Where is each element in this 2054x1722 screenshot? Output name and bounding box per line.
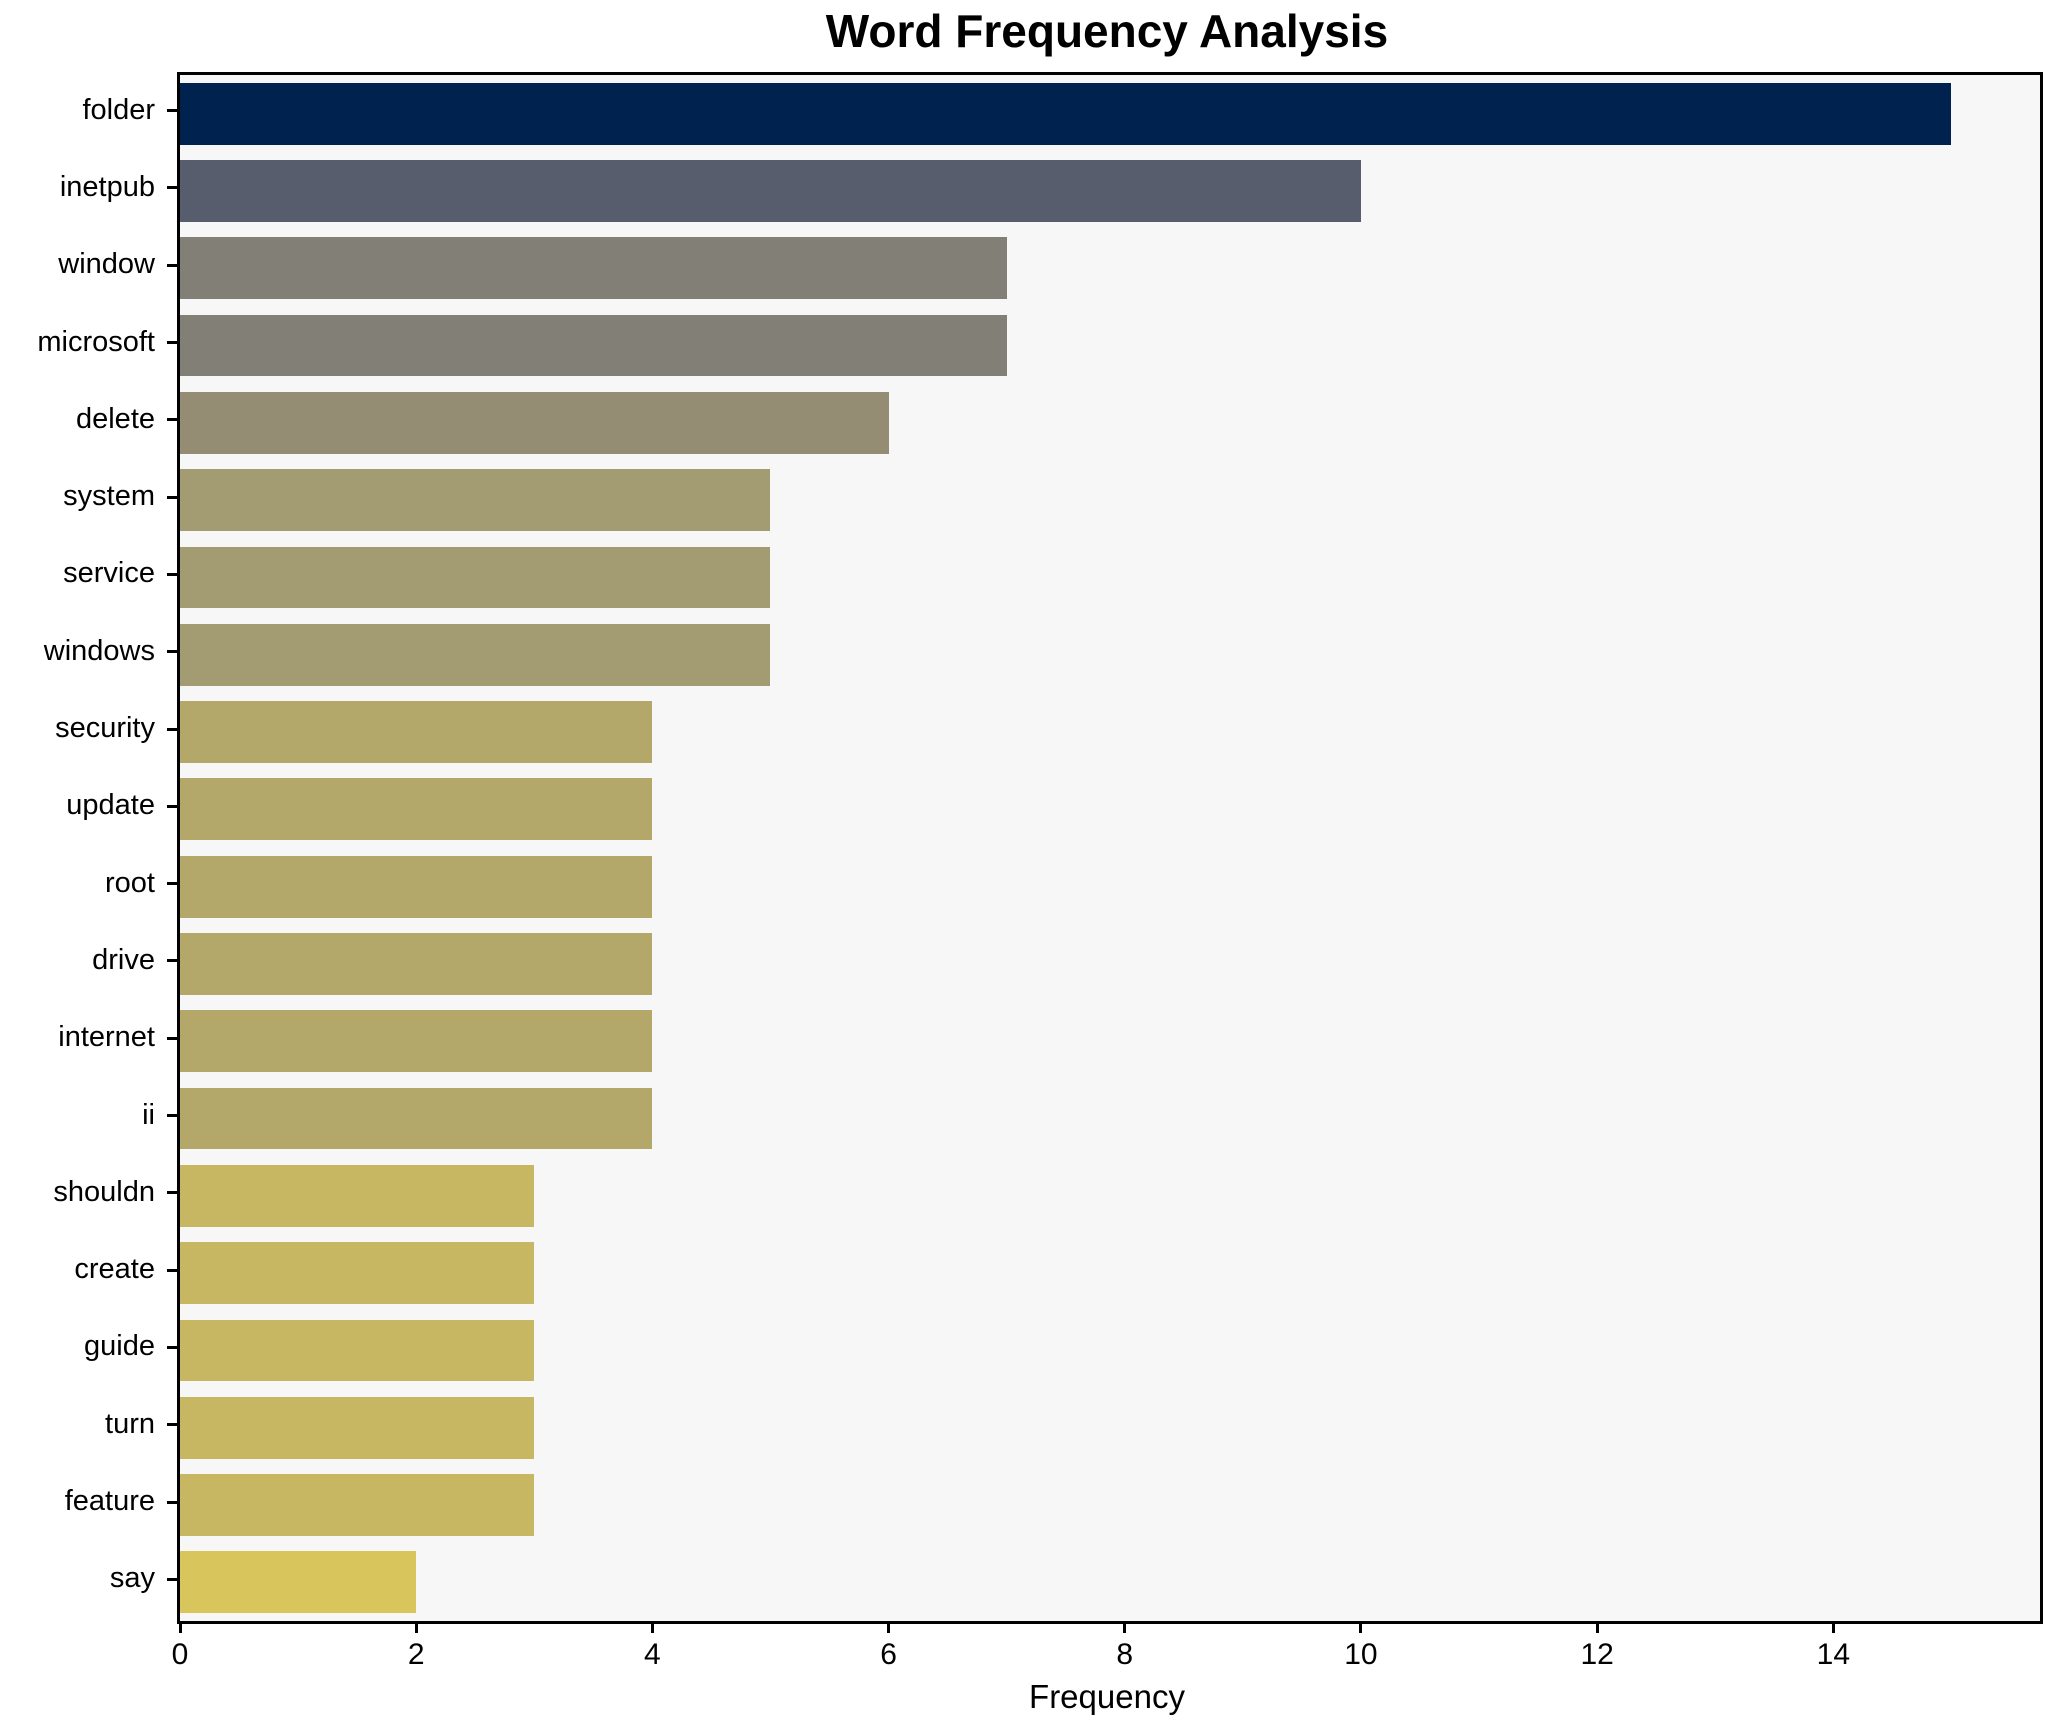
y-tick-mark xyxy=(167,186,177,190)
x-tick-label-6: 6 xyxy=(880,1638,897,1671)
y-tick-mark xyxy=(167,263,177,267)
y-tick-mark xyxy=(167,1191,177,1195)
bar-say xyxy=(180,1551,417,1614)
x-tick-mark xyxy=(414,1621,418,1633)
x-tick-label-14: 14 xyxy=(1816,1638,1851,1671)
y-tick-mark xyxy=(167,1114,177,1118)
x-tick-mark xyxy=(650,1621,654,1633)
y-tick-mark xyxy=(167,572,177,576)
bar-ii xyxy=(180,1087,653,1150)
y-tick-label-window: window xyxy=(58,248,155,281)
bar-feature xyxy=(180,1474,535,1536)
bar-system xyxy=(180,469,771,532)
x-tick-label-0: 0 xyxy=(171,1638,189,1671)
bar-microsoft xyxy=(180,314,1007,377)
x-tick-label-2: 2 xyxy=(407,1638,425,1671)
y-tick-label-system: system xyxy=(63,480,155,513)
y-tick-label-ii: ii xyxy=(142,1098,155,1131)
bar-inetpub xyxy=(180,160,1361,222)
y-tick-mark xyxy=(167,341,177,345)
x-axis-title: Frequency xyxy=(1029,1678,1185,1715)
y-tick-mark xyxy=(167,727,177,731)
bar-turn xyxy=(180,1396,535,1459)
y-tick-mark xyxy=(167,650,177,654)
bar-delete xyxy=(180,391,889,454)
y-tick-mark xyxy=(167,959,177,963)
y-tick-label-folder: folder xyxy=(82,93,155,126)
x-tick-mark xyxy=(178,1621,182,1633)
bar-folder xyxy=(180,82,1952,145)
x-tick-mark xyxy=(1831,1621,1835,1633)
bar-window xyxy=(180,237,1007,300)
y-tick-mark xyxy=(167,1577,177,1581)
y-tick-mark xyxy=(167,1036,177,1040)
y-tick-mark xyxy=(167,1423,177,1427)
x-tick-label-12: 12 xyxy=(1580,1638,1614,1671)
y-tick-mark xyxy=(167,109,177,113)
bar-drive xyxy=(180,933,653,995)
bar-windows xyxy=(180,623,771,686)
y-tick-label-drive: drive xyxy=(92,943,155,976)
y-tick-label-update: update xyxy=(66,789,155,822)
x-tick-label-4: 4 xyxy=(644,1638,661,1671)
y-tick-label-microsoft: microsoft xyxy=(37,325,155,358)
chart-title: Word Frequency Analysis xyxy=(825,5,1389,57)
y-axis-labels: folder inetpub window microsoft delete system… xyxy=(0,72,155,1618)
y-tick-label-internet: internet xyxy=(58,1021,155,1054)
y-tick-mark xyxy=(167,1268,177,1272)
y-tick-label-say: say xyxy=(109,1562,155,1595)
y-tick-label-delete: delete xyxy=(75,402,155,435)
plot-area xyxy=(177,72,2043,1624)
y-tick-label-shouldn: shouldn xyxy=(53,1175,155,1208)
bar-service xyxy=(180,546,771,609)
y-tick-mark xyxy=(167,1500,177,1504)
bar-security xyxy=(180,701,653,763)
x-tick-mark xyxy=(1359,1621,1363,1633)
bar-update xyxy=(180,778,653,841)
y-tick-label-root: root xyxy=(105,866,155,899)
bar-internet xyxy=(180,1010,653,1073)
bar-create xyxy=(180,1242,535,1305)
x-tick-mark xyxy=(887,1621,891,1633)
y-tick-label-service: service xyxy=(63,557,155,590)
bar-shouldn xyxy=(180,1164,535,1227)
y-tick-label-create: create xyxy=(74,1253,155,1286)
x-tick-label-10: 10 xyxy=(1344,1638,1378,1671)
y-tick-mark xyxy=(167,418,177,422)
y-tick-mark xyxy=(167,495,177,499)
x-tick-mark xyxy=(1595,1621,1599,1633)
y-tick-label-turn: turn xyxy=(105,1407,155,1440)
x-tick-mark xyxy=(1123,1621,1127,1633)
y-tick-mark xyxy=(167,882,177,886)
bar-guide xyxy=(180,1319,535,1382)
bar-root xyxy=(180,855,653,918)
y-tick-label-feature: feature xyxy=(64,1485,155,1518)
y-tick-mark xyxy=(167,804,177,808)
y-tick-label-guide: guide xyxy=(84,1330,155,1363)
y-tick-label-inetpub: inetpub xyxy=(59,170,155,203)
y-tick-label-security: security xyxy=(55,712,155,745)
x-tick-label-8: 8 xyxy=(1116,1638,1134,1671)
y-tick-mark xyxy=(167,1345,177,1349)
y-tick-label-windows: windows xyxy=(43,634,155,667)
